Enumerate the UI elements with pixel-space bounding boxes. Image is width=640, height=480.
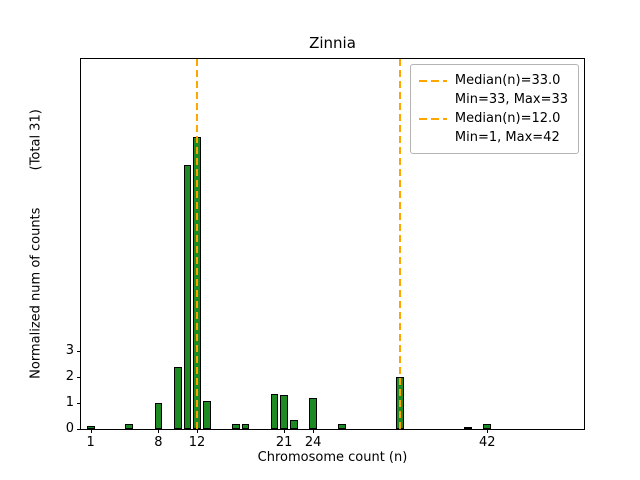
legend-label: Min=1, Max=42	[454, 130, 560, 145]
bar	[280, 395, 288, 429]
legend-label: Min=33, Max=33	[454, 92, 568, 107]
x-tick-label: 42	[478, 435, 496, 450]
x-tick-label: 24	[304, 435, 322, 450]
y-tick-mark	[77, 429, 81, 430]
plot-inner: 1 8 12 21 24 42 0 1 2 3	[66, 59, 584, 450]
plot-area: 1 8 12 21 24 42 0 1 2 3 Median(n)=33.0 Min=33, Max…	[66, 58, 585, 450]
legend-row: Min=1, Max=42	[419, 128, 568, 147]
y-tick-mark	[77, 377, 81, 379]
y-tick-mark	[77, 403, 81, 405]
y-tick-label: 2	[65, 369, 74, 385]
bar	[202, 400, 211, 429]
median-line	[399, 59, 402, 429]
bar	[270, 394, 279, 429]
y-axis-label: Normalized num of counts (Total 31)	[28, 109, 44, 379]
x-tick-mark	[313, 429, 315, 433]
bar	[309, 397, 318, 429]
y-tick-label: 1	[65, 395, 74, 411]
bar	[183, 165, 192, 429]
bar	[86, 425, 95, 429]
median-line-marker-icon	[418, 79, 447, 82]
legend-marker-blank	[419, 137, 447, 139]
bar	[289, 419, 298, 429]
bar	[125, 424, 134, 429]
legend-label: Median(n)=33.0	[454, 73, 561, 88]
x-tick-mark	[90, 429, 92, 433]
x-tick-label: 21	[275, 435, 293, 450]
bar	[241, 424, 250, 429]
y-tick-label: 0	[65, 421, 74, 436]
x-tick-label: 12	[188, 435, 206, 450]
x-tick-mark	[284, 429, 286, 433]
bar	[464, 427, 472, 429]
x-tick-label: 1	[86, 435, 95, 450]
chart-title: Zinnia	[309, 34, 356, 52]
bar	[231, 424, 240, 429]
median-line-marker-icon	[418, 117, 447, 120]
legend-marker-blank	[419, 99, 447, 101]
x-tick-mark	[487, 429, 489, 433]
bar	[154, 403, 163, 429]
x-tick-mark	[158, 429, 160, 433]
bar	[338, 424, 347, 429]
legend-row: Min=33, Max=33	[419, 90, 568, 109]
legend-label: Median(n)=12.0	[454, 111, 561, 126]
legend-row: Median(n)=33.0	[418, 71, 568, 90]
y-tick-label: 3	[65, 343, 74, 359]
x-tick-label: 8	[154, 435, 163, 450]
x-axis-label: Chromosome count (n)	[257, 450, 408, 465]
bar	[173, 366, 182, 429]
x-tick-mark	[197, 429, 199, 433]
y-tick-mark	[77, 351, 81, 353]
legend: Median(n)=33.0 Min=33, Max=33 Median(n)=12…	[409, 64, 579, 154]
bar	[483, 424, 492, 429]
legend-row: Median(n)=12.0	[418, 109, 568, 128]
median-line	[196, 59, 199, 429]
